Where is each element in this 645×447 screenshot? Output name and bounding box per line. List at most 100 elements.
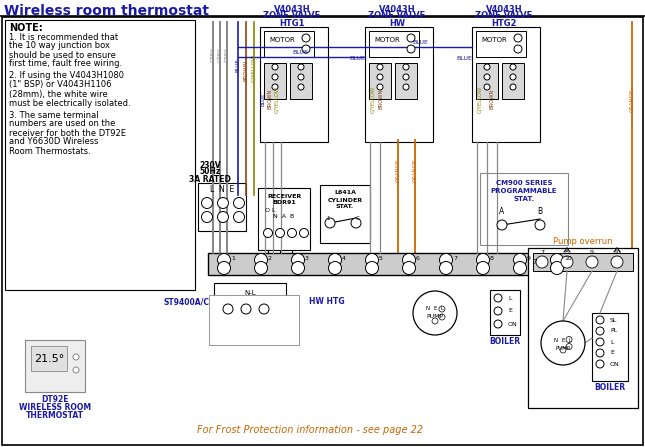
- Text: BLUE: BLUE: [412, 39, 428, 45]
- Bar: [209, 295, 299, 345]
- Circle shape: [233, 211, 244, 223]
- Circle shape: [73, 367, 79, 373]
- Circle shape: [497, 220, 507, 230]
- Circle shape: [299, 228, 308, 237]
- Bar: [264, 31, 314, 57]
- Circle shape: [561, 256, 573, 268]
- Text: 21.5°: 21.5°: [34, 354, 64, 364]
- Text: B: B: [537, 207, 542, 215]
- Circle shape: [596, 349, 604, 357]
- Circle shape: [536, 256, 548, 268]
- Text: N-L: N-L: [244, 290, 256, 296]
- Text: GREY: GREY: [217, 48, 223, 62]
- Bar: [31, 346, 67, 371]
- Bar: [369, 63, 391, 99]
- Text: (1" BSP) or V4043H1106: (1" BSP) or V4043H1106: [9, 80, 112, 89]
- Text: (28mm), the white wire: (28mm), the white wire: [9, 89, 108, 98]
- Circle shape: [302, 34, 310, 42]
- Circle shape: [513, 253, 526, 266]
- Circle shape: [413, 291, 457, 335]
- Circle shape: [298, 64, 304, 70]
- Bar: [528, 248, 638, 408]
- Text: L: L: [610, 340, 613, 345]
- Circle shape: [535, 220, 545, 230]
- Text: 3. The same terminal: 3. The same terminal: [9, 110, 99, 119]
- Circle shape: [477, 253, 490, 266]
- Circle shape: [73, 354, 79, 360]
- Text: G/YELLOW: G/YELLOW: [275, 85, 279, 113]
- Text: 3: 3: [305, 256, 309, 261]
- Bar: [490, 290, 520, 335]
- Text: E: E: [610, 350, 614, 355]
- Text: HW HTG: HW HTG: [309, 298, 344, 307]
- Circle shape: [494, 294, 502, 302]
- Text: N: N: [426, 307, 430, 312]
- Circle shape: [292, 253, 304, 266]
- Text: A: A: [499, 207, 504, 215]
- Circle shape: [596, 360, 604, 368]
- Circle shape: [377, 64, 383, 70]
- Bar: [476, 63, 498, 99]
- Bar: [395, 63, 417, 99]
- Text: 1: 1: [326, 216, 330, 222]
- Text: BDR91: BDR91: [272, 201, 296, 206]
- Circle shape: [259, 304, 269, 314]
- Circle shape: [288, 228, 297, 237]
- Text: ST9400A/C: ST9400A/C: [163, 298, 209, 307]
- Circle shape: [325, 218, 335, 228]
- Text: 7: 7: [533, 259, 537, 265]
- Text: 6: 6: [416, 256, 420, 261]
- Circle shape: [407, 34, 415, 42]
- Circle shape: [494, 307, 502, 315]
- Text: Pump overrun: Pump overrun: [553, 236, 613, 245]
- Circle shape: [484, 74, 490, 80]
- Circle shape: [439, 314, 445, 320]
- Bar: [5, 20, 195, 290]
- Text: 9: 9: [590, 250, 594, 256]
- Circle shape: [217, 211, 228, 223]
- Bar: [260, 27, 328, 142]
- Text: ZONE VALVE: ZONE VALVE: [368, 12, 426, 21]
- Text: PL: PL: [610, 329, 617, 333]
- Circle shape: [217, 198, 228, 208]
- Text: GREY: GREY: [210, 48, 215, 62]
- Text: ON: ON: [610, 362, 620, 367]
- Text: L: L: [441, 307, 444, 312]
- Circle shape: [484, 84, 490, 90]
- Circle shape: [377, 74, 383, 80]
- Bar: [208, 253, 583, 275]
- Text: 5: 5: [379, 256, 383, 261]
- Bar: [365, 27, 433, 142]
- Circle shape: [264, 228, 272, 237]
- Text: G/YELLOW: G/YELLOW: [477, 85, 482, 113]
- Bar: [502, 63, 524, 99]
- Circle shape: [233, 198, 244, 208]
- Circle shape: [596, 338, 604, 346]
- Text: E: E: [508, 308, 512, 313]
- Circle shape: [272, 84, 278, 90]
- Text: BLUE: BLUE: [456, 56, 472, 62]
- Circle shape: [292, 261, 304, 274]
- Bar: [258, 188, 310, 250]
- Circle shape: [510, 64, 516, 70]
- Circle shape: [275, 228, 284, 237]
- Bar: [533, 253, 633, 271]
- Text: must be electrically isolated.: must be electrically isolated.: [9, 98, 131, 107]
- Text: CYLINDER: CYLINDER: [328, 198, 362, 202]
- Text: HTG2: HTG2: [491, 18, 517, 28]
- Text: HW: HW: [389, 18, 405, 28]
- Circle shape: [217, 261, 230, 274]
- Circle shape: [439, 253, 453, 266]
- Circle shape: [328, 261, 341, 274]
- Text: THERMOSTAT: THERMOSTAT: [26, 412, 84, 421]
- Circle shape: [402, 261, 415, 274]
- Circle shape: [439, 261, 453, 274]
- Circle shape: [298, 74, 304, 80]
- Circle shape: [510, 84, 516, 90]
- Circle shape: [241, 304, 251, 314]
- Text: 2. If using the V4043H1080: 2. If using the V4043H1080: [9, 72, 124, 80]
- Text: 50Hz: 50Hz: [199, 168, 221, 177]
- Text: HTG1: HTG1: [279, 18, 304, 28]
- Circle shape: [298, 84, 304, 90]
- Circle shape: [432, 318, 438, 324]
